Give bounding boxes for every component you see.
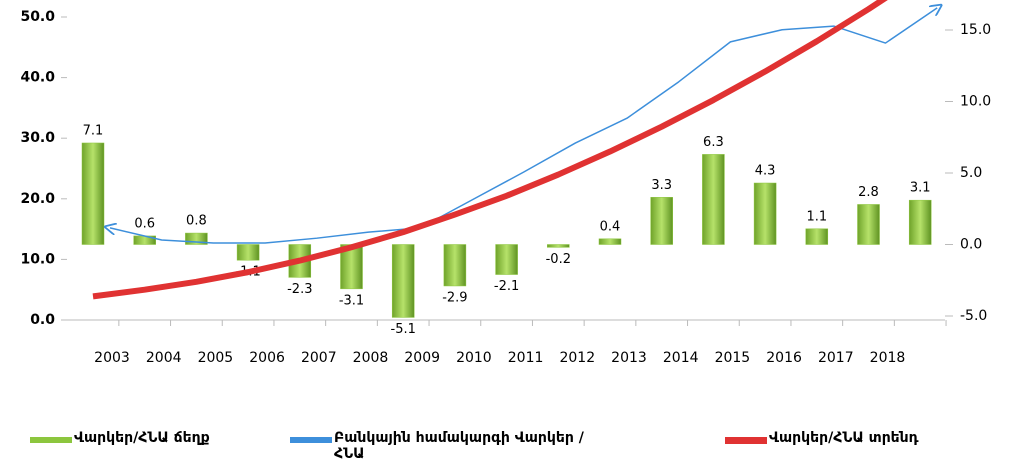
data-label: 3.3 [651, 178, 672, 193]
legend-label: Վարկեր/ՀՆԱ ճեղք [74, 430, 210, 446]
plot: 0.0 10.0 20.0 30.0 40.0 50.0 -5.0 0.0 5.0 10.0 15.… [20, 0, 991, 366]
bar [753, 182, 777, 245]
legend-item: Վարկեր/ՀՆԱ տրենդ [725, 430, 919, 446]
legend-swatch [725, 437, 767, 444]
bar [547, 244, 570, 248]
bar [650, 197, 673, 245]
y-tick-label: 20.0 [20, 191, 55, 207]
bar [908, 199, 932, 245]
y2-tick-label: 10.0 [960, 94, 991, 110]
data-label: -3.1 [339, 293, 364, 308]
bar [443, 244, 467, 287]
x-tick-label: 2010 [456, 350, 492, 366]
y-tick-label: 0.0 [30, 312, 55, 328]
y-tick-label: 50.0 [20, 9, 55, 25]
bar [236, 244, 260, 261]
y2-tick-label: 15.0 [960, 22, 991, 38]
legend-swatch [30, 437, 72, 443]
y-tick-label: 40.0 [20, 70, 55, 86]
y-tick-label: 10.0 [20, 251, 55, 267]
legend-item: Բանկային համակարգի Վարկեր / ՀՆԱ [290, 430, 594, 462]
legend-item: Վարկեր/ՀՆԱ ճեղք [30, 430, 210, 446]
data-label: 6.3 [703, 135, 724, 150]
data-label: 1.1 [806, 209, 827, 224]
y2-tick-label: 5.0 [960, 165, 982, 181]
data-label: -2.1 [494, 279, 519, 294]
x-tick-label: 2017 [818, 350, 854, 366]
data-label: 4.3 [755, 164, 776, 179]
x-tick-label: 2008 [353, 350, 389, 366]
trend-line [92, 0, 888, 300]
bar [702, 154, 725, 245]
data-label: -2.3 [287, 282, 312, 297]
legend-label: Վարկեր/ՀՆԱ տրենդ [769, 430, 919, 446]
x-tick-label: 2005 [198, 350, 234, 366]
data-label: 2.8 [858, 185, 879, 200]
bar [857, 204, 880, 245]
bar [598, 238, 622, 245]
data-label: -0.2 [546, 252, 571, 267]
x-tick-label: 2012 [559, 350, 595, 366]
data-label: -2.9 [442, 290, 467, 305]
y2-tick-label: -5.0 [960, 308, 987, 324]
data-label: 0.8 [186, 214, 207, 229]
bar [495, 244, 518, 275]
bar [81, 142, 105, 245]
legend: Վարկեր/ՀՆԱ ճեղք Բանկային համակարգի Վարկեր… [0, 422, 1009, 472]
x-tick-label: 2006 [249, 350, 285, 366]
legend-label: Բանկային համակարգի Վարկեր / ՀՆԱ [334, 430, 584, 462]
x-tick-label: 2016 [766, 350, 802, 366]
x-tick-label: 2007 [301, 350, 337, 366]
data-label: -5.1 [391, 322, 416, 337]
x-tick-label: 2015 [715, 350, 751, 366]
legend-swatch [290, 437, 332, 443]
bar [391, 244, 415, 318]
x-tick-label: 2013 [611, 350, 647, 366]
x-tick-label: 2003 [94, 350, 130, 366]
x-tick-label: 2004 [146, 350, 182, 366]
x-tick-label: 2014 [663, 350, 699, 366]
data-label: 3.1 [910, 181, 931, 196]
data-label: 7.1 [83, 123, 104, 138]
x-tick-label: 2009 [404, 350, 440, 366]
credit-line [110, 8, 937, 244]
y-tick-label: 30.0 [20, 130, 55, 146]
bar [805, 228, 829, 245]
y2-tick-label: 0.0 [960, 237, 982, 253]
x-tick-label: 2018 [870, 350, 906, 366]
data-label: 0.4 [600, 219, 621, 234]
x-tick-label: 2011 [508, 350, 544, 366]
data-label: 0.6 [134, 216, 155, 231]
